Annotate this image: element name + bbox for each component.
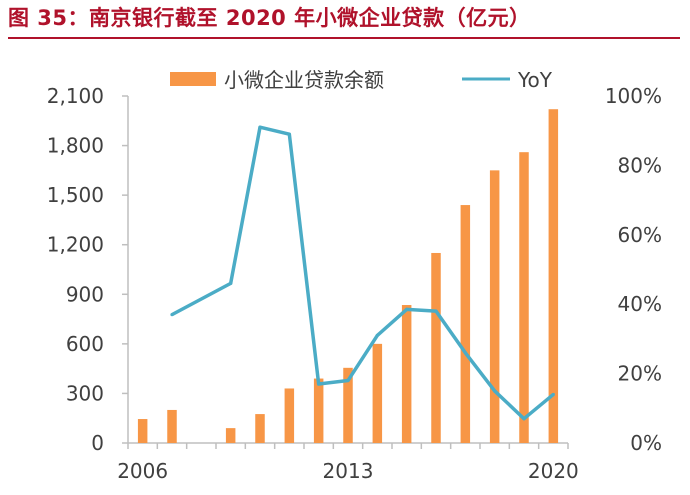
x-axis-tick-label: 2006 [117, 459, 168, 483]
bar [284, 388, 295, 443]
legend-line-label: YoY [517, 68, 553, 92]
right-axis-tick-label: 20% [618, 362, 662, 386]
legend-bar-label: 小微企业贷款余额 [224, 68, 384, 92]
left-axis-tick-label: 300 [66, 381, 104, 405]
bar [431, 252, 441, 443]
bar [225, 428, 236, 443]
left-axis-tick-label: 1,800 [47, 134, 104, 158]
yoy-point [463, 351, 467, 355]
bar [548, 109, 559, 443]
bar [137, 419, 148, 443]
right-axis-tick-label: 0% [630, 431, 662, 455]
yoy-point [551, 392, 555, 397]
yoy-point [346, 378, 350, 383]
right-axis-tick-label: 100% [605, 84, 662, 108]
figure-title: 图 35：南京银行截至 2020 年小微企业贷款（亿元） [8, 6, 531, 30]
bar-series [137, 109, 559, 443]
legend: 小微企业贷款余额 YoY [170, 68, 553, 92]
bar [372, 343, 383, 443]
left-axis-tick-label: 900 [66, 282, 104, 306]
yoy-point [229, 281, 233, 285]
x-axis-tick-label: 2013 [323, 459, 374, 483]
yoy-point [258, 125, 262, 129]
yoy-point [170, 313, 174, 317]
yoy-point [493, 389, 497, 393]
title-rule [8, 37, 680, 39]
yoy-point [434, 309, 438, 313]
right-axis-tick-label: 40% [618, 292, 662, 316]
left-axis-tick-label: 1,200 [47, 233, 104, 257]
left-axis-tick-label: 2,100 [47, 84, 104, 108]
left-axis-tick-label: 0 [91, 431, 104, 455]
yoy-point [522, 417, 526, 421]
left-axis-tick-label: 600 [66, 332, 104, 356]
x-axis-tick-label: 2020 [528, 459, 579, 483]
yoy-point [317, 382, 321, 386]
yoy-point [287, 132, 291, 136]
bar [313, 378, 324, 443]
bar [401, 305, 412, 443]
bar [343, 367, 353, 443]
right-axis-tick-label: 80% [618, 153, 662, 177]
left-axis-tick-label: 1,500 [47, 183, 104, 207]
bar [255, 414, 265, 443]
bar [519, 152, 529, 443]
right-axis-tick-label: 60% [618, 223, 662, 247]
bar [489, 170, 500, 443]
yoy-line-series [170, 125, 555, 421]
yoy-point [405, 307, 409, 312]
bar [460, 205, 471, 443]
bar [167, 409, 177, 443]
yoy-point [375, 333, 379, 338]
legend-bar-swatch [170, 72, 216, 86]
